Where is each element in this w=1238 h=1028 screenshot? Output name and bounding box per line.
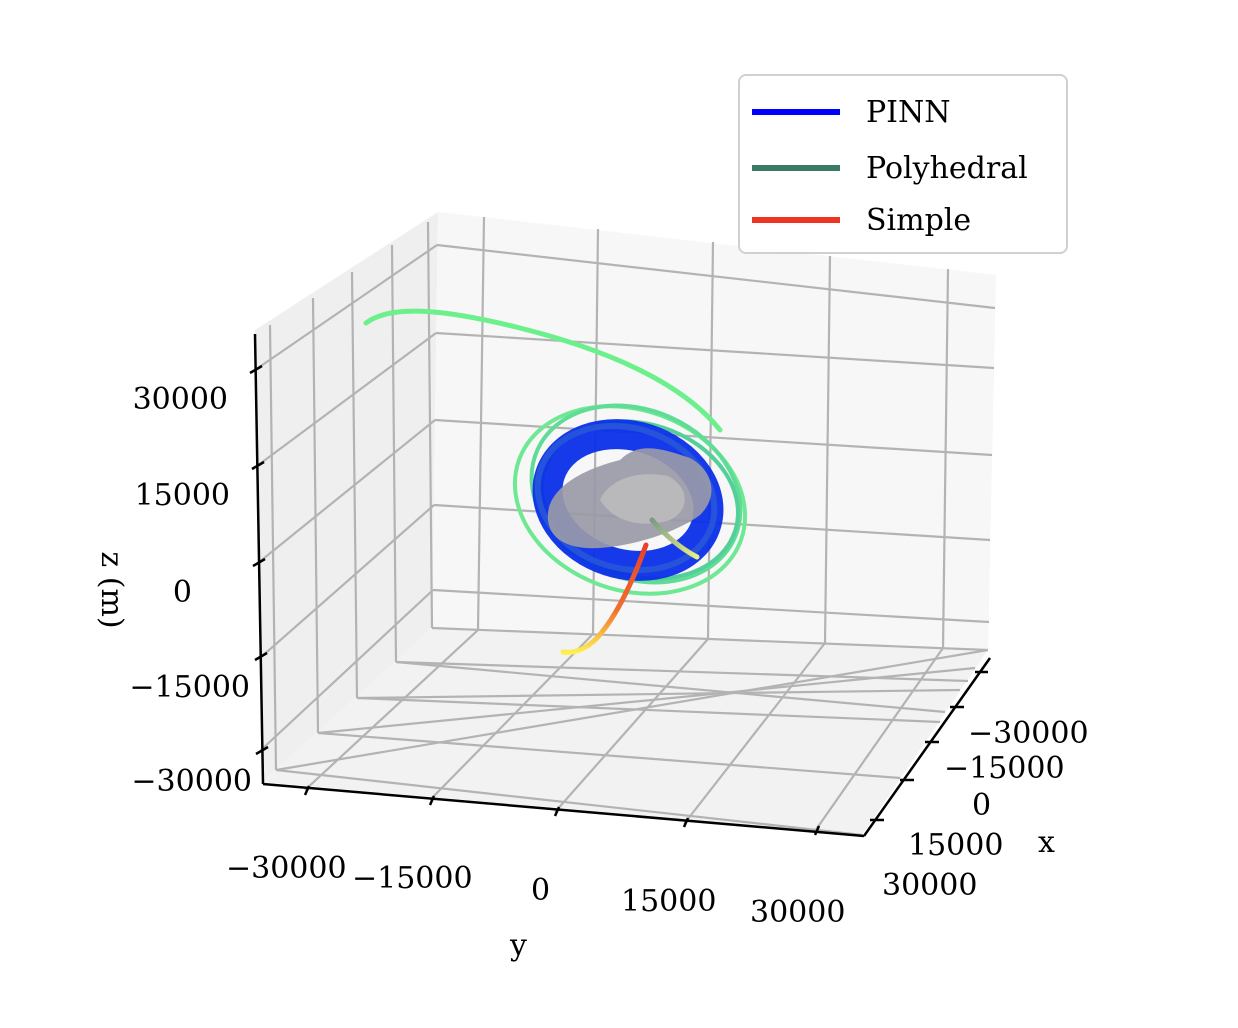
y-tick-label: −15000 — [352, 861, 473, 896]
z-ticks — [249, 364, 269, 756]
z-tick-label: 0 — [173, 575, 192, 610]
y-tick-label: 0 — [531, 873, 550, 908]
polyhedral-escape-trajectory — [363, 308, 723, 433]
y-tick-label: 15000 — [621, 884, 716, 919]
legend-item-simple: Simple — [752, 200, 971, 240]
legend-swatch-simple — [752, 217, 840, 223]
y-ticks — [303, 785, 821, 836]
simple-trajectory — [560, 542, 649, 655]
y-axis-label: y — [509, 928, 527, 963]
x-axis-label: x — [1038, 825, 1055, 860]
legend-swatch-pinn — [752, 109, 840, 115]
z-tick-label: −15000 — [129, 670, 250, 705]
axis-lines — [253, 333, 992, 838]
legend-label: PINN — [866, 94, 951, 130]
x-tick-label: 0 — [972, 788, 991, 823]
x-tick-label: 30000 — [882, 868, 977, 903]
x-tick-label: 15000 — [908, 828, 1003, 863]
z-tick-label: 15000 — [135, 478, 230, 513]
y-tick-label: −30000 — [226, 851, 347, 886]
y-tick-label: 30000 — [750, 895, 845, 930]
x-ticks — [870, 670, 988, 822]
x-tick-label: −15000 — [944, 751, 1065, 786]
legend-label: Simple — [866, 202, 972, 238]
z-axis-label: z (m) — [94, 551, 129, 628]
legend: PINN Polyhedral Simple — [738, 74, 1068, 254]
asteroid-body — [547, 448, 712, 549]
trajectories — [363, 308, 748, 596]
legend-item-polyhedral: Polyhedral — [752, 148, 1028, 188]
legend-swatch-polyhedral — [752, 165, 840, 171]
x-tick-label: −30000 — [968, 716, 1089, 751]
legend-item-pinn: PINN — [752, 92, 951, 132]
z-tick-label: −30000 — [131, 764, 252, 799]
legend-label: Polyhedral — [866, 150, 1028, 186]
polyhedral-descent-trajectory — [649, 517, 700, 560]
z-tick-label: 30000 — [133, 382, 228, 417]
